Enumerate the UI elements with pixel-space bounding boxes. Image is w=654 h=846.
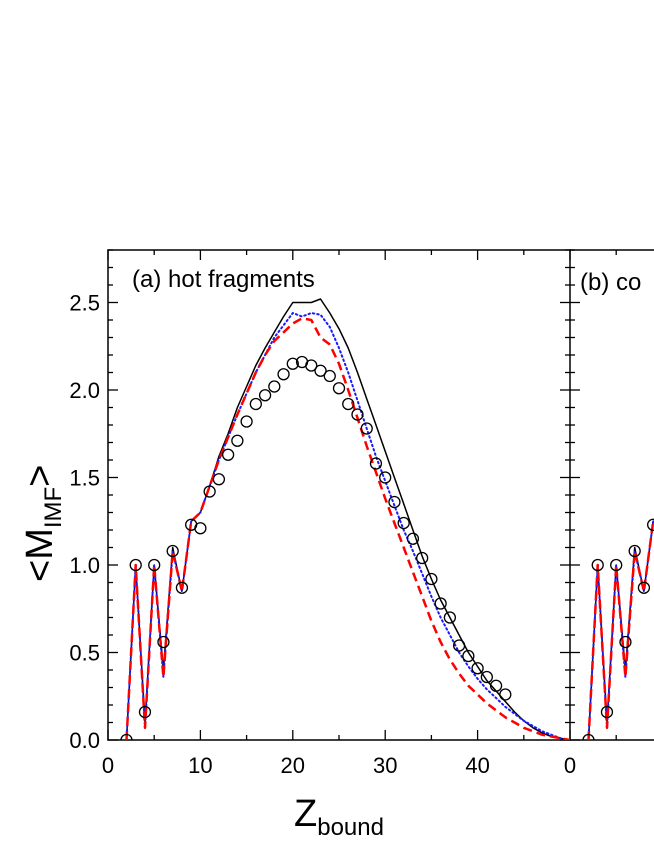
x-axis-title-main: Z bbox=[294, 793, 317, 835]
data-point-circle bbox=[647, 518, 654, 531]
data-point-circle bbox=[148, 558, 161, 572]
y-tick-label: 2.5 bbox=[69, 291, 100, 316]
y-tick-label: 0.5 bbox=[69, 641, 100, 666]
data-point-circle bbox=[258, 389, 272, 402]
y-tick-label: 1.5 bbox=[69, 466, 100, 491]
data-point-circle bbox=[212, 473, 226, 486]
data-point-circle bbox=[351, 408, 364, 421]
data-point-circle bbox=[268, 380, 281, 393]
panel-b-label: (b) co bbox=[580, 269, 641, 296]
data-point-circle bbox=[314, 364, 327, 377]
x-tick-label: 0 bbox=[102, 753, 114, 778]
data-point-circle bbox=[120, 733, 133, 740]
data-point-circle bbox=[249, 397, 262, 411]
data-point-circle bbox=[610, 558, 623, 572]
y-axis-title-sub: IMF bbox=[40, 487, 67, 528]
panel-a-frame bbox=[107, 249, 571, 741]
y-axis-title-prefix: <M bbox=[19, 528, 61, 582]
data-point-circle bbox=[397, 516, 410, 530]
y-axis-title: <MIMF> bbox=[19, 465, 67, 582]
data-point-circle bbox=[194, 522, 207, 535]
y-tick-label: 0.0 bbox=[69, 728, 100, 753]
series-line-dashed bbox=[125, 317, 570, 740]
data-point-circle bbox=[416, 551, 429, 565]
series-layer-a bbox=[120, 298, 570, 740]
x-tick-label: 20 bbox=[281, 753, 305, 778]
data-point-circle bbox=[499, 688, 512, 701]
data-point-circle bbox=[480, 670, 493, 684]
data-point-circle bbox=[286, 357, 299, 370]
data-point-circle bbox=[323, 369, 336, 383]
panel-a-label: (a) hot fragments bbox=[132, 266, 315, 293]
y-axis-title-suffix: > bbox=[19, 465, 61, 487]
data-point-circle bbox=[157, 635, 170, 649]
x-tick-label: 40 bbox=[465, 753, 489, 778]
data-point-circle bbox=[332, 382, 346, 395]
data-point-circle bbox=[203, 485, 216, 498]
data-point-circle bbox=[231, 434, 244, 447]
x-tick-label-b: 0 bbox=[564, 753, 576, 778]
tick-labels-layer: 0.00.51.01.52.02.501020304001 bbox=[69, 291, 576, 779]
data-point-circle bbox=[138, 705, 152, 719]
data-point-circle bbox=[360, 422, 373, 435]
series-line-dotted bbox=[125, 312, 570, 740]
x-tick-label: 10 bbox=[188, 753, 212, 778]
data-point-circle bbox=[443, 611, 457, 624]
data-point-circle bbox=[129, 558, 142, 572]
series-layer-b bbox=[582, 518, 654, 740]
data-point-circle bbox=[434, 597, 447, 610]
data-point-circle bbox=[175, 581, 189, 594]
x-axis-title-sub: bound bbox=[317, 814, 384, 841]
data-point-circle bbox=[342, 397, 355, 411]
series-line-dashed bbox=[587, 521, 654, 740]
data-point-circle bbox=[369, 457, 383, 470]
y-tick-label: 2.0 bbox=[69, 378, 100, 403]
data-point-circle bbox=[425, 572, 438, 586]
data-point-circle bbox=[166, 544, 179, 558]
x-axis-title: Zbound bbox=[294, 793, 384, 841]
data-point-circle bbox=[388, 495, 401, 509]
data-point-circle bbox=[489, 679, 503, 692]
data-point-circle bbox=[600, 705, 614, 719]
data-point-circle bbox=[379, 471, 392, 484]
data-point-circle bbox=[628, 544, 641, 558]
ticks-layer bbox=[107, 249, 617, 741]
data-point-circle bbox=[305, 359, 318, 372]
data-point-circle bbox=[471, 662, 484, 675]
x-tick-label: 30 bbox=[373, 753, 397, 778]
data-point-circle bbox=[406, 532, 420, 545]
data-point-circle bbox=[452, 639, 466, 652]
data-point-circle bbox=[462, 649, 475, 663]
data-point-circle bbox=[277, 368, 290, 381]
data-point-circle bbox=[637, 581, 651, 594]
data-point-circle bbox=[582, 733, 595, 740]
y-tick-label: 1.0 bbox=[69, 553, 100, 578]
data-point-circle bbox=[221, 448, 235, 461]
data-point-circle bbox=[619, 635, 632, 649]
data-point-circle bbox=[591, 558, 604, 572]
data-point-circle bbox=[240, 415, 253, 428]
